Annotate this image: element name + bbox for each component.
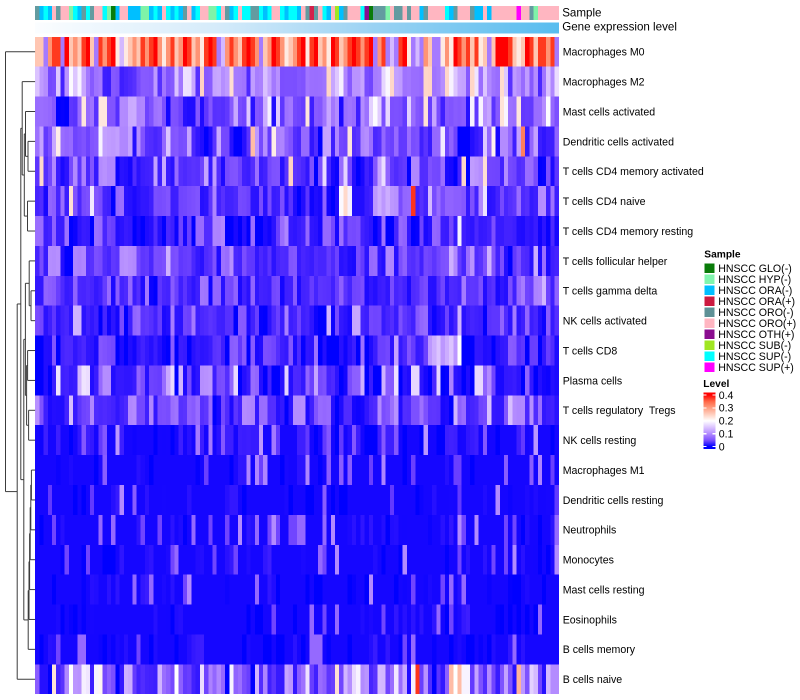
svg-text:Gene expression level: Gene expression level bbox=[562, 20, 677, 33]
svg-text:Plasma cells: Plasma cells bbox=[563, 375, 622, 387]
svg-text:HNSCC GLO(-): HNSCC GLO(-) bbox=[718, 263, 792, 275]
svg-text:Monocytes: Monocytes bbox=[563, 555, 614, 567]
svg-text:B cells naive: B cells naive bbox=[563, 674, 623, 686]
svg-text:HNSCC SUB(-): HNSCC SUB(-) bbox=[718, 340, 791, 352]
svg-text:Mast cells activated: Mast cells activated bbox=[563, 106, 656, 118]
svg-text:HNSCC HYP(-): HNSCC HYP(-) bbox=[718, 274, 791, 286]
svg-text:NK cells resting: NK cells resting bbox=[563, 435, 637, 447]
svg-text:HNSCC SUP(+): HNSCC SUP(+) bbox=[718, 362, 794, 374]
svg-text:T cells CD4 memory resting: T cells CD4 memory resting bbox=[563, 226, 694, 238]
svg-text:HNSCC SUP(-): HNSCC SUP(-) bbox=[718, 351, 791, 363]
svg-text:NK cells activated: NK cells activated bbox=[563, 316, 647, 328]
svg-text:0.4: 0.4 bbox=[719, 390, 734, 402]
svg-text:Eosinophils: Eosinophils bbox=[563, 614, 617, 626]
svg-text:HNSCC ORA(+): HNSCC ORA(+) bbox=[718, 296, 795, 308]
svg-text:0: 0 bbox=[719, 441, 725, 453]
svg-text:Macrophages M2: Macrophages M2 bbox=[563, 77, 645, 89]
svg-text:0.2: 0.2 bbox=[719, 416, 734, 428]
svg-text:0.1: 0.1 bbox=[719, 429, 734, 441]
svg-text:HNSCC ORO(+): HNSCC ORO(+) bbox=[718, 318, 796, 330]
svg-text:Dendritic cells activated: Dendritic cells activated bbox=[563, 136, 674, 148]
svg-text:T cells follicular helper: T cells follicular helper bbox=[563, 256, 668, 268]
svg-text:T cells gamma delta: T cells gamma delta bbox=[563, 286, 658, 298]
svg-text:HNSCC ORO(-): HNSCC ORO(-) bbox=[718, 307, 793, 319]
svg-text:B cells memory: B cells memory bbox=[563, 644, 636, 656]
svg-text:Neutrophils: Neutrophils bbox=[563, 525, 617, 537]
svg-text:Sample: Sample bbox=[704, 249, 741, 260]
svg-text:0.3: 0.3 bbox=[719, 403, 734, 415]
svg-text:Macrophages M1: Macrophages M1 bbox=[563, 465, 645, 477]
svg-text:T cells regulatory Tregs: T cells regulatory Tregs bbox=[563, 405, 676, 417]
svg-text:HNSCC OTH(+): HNSCC OTH(+) bbox=[718, 329, 794, 341]
svg-text:Macrophages M0: Macrophages M0 bbox=[563, 47, 645, 59]
svg-text:Dendritic cells resting: Dendritic cells resting bbox=[563, 495, 664, 507]
svg-text:Sample: Sample bbox=[562, 7, 601, 20]
svg-text:T cells CD4 memory activated: T cells CD4 memory activated bbox=[563, 166, 704, 178]
svg-text:Mast cells resting: Mast cells resting bbox=[563, 585, 645, 597]
svg-text:T cells CD4 naive: T cells CD4 naive bbox=[563, 196, 646, 208]
svg-text:T cells CD8: T cells CD8 bbox=[563, 345, 618, 357]
svg-text:HNSCC ORA(-): HNSCC ORA(-) bbox=[718, 285, 792, 297]
svg-text:Level: Level bbox=[703, 379, 729, 390]
